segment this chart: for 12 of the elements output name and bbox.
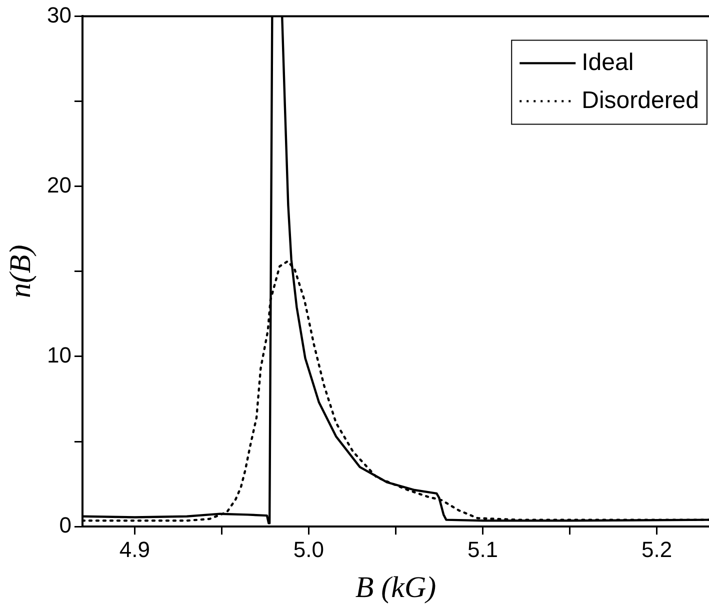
- x-tick-label: 5.1: [467, 536, 498, 562]
- legend-label: Ideal: [582, 48, 634, 76]
- x-tick-label: 5.2: [641, 536, 672, 562]
- x-tick-label: 4.9: [119, 536, 150, 562]
- y-tick-label: 30: [46, 2, 72, 28]
- legend-label: Disordered: [582, 86, 700, 114]
- x-tick-label: 5.0: [293, 536, 324, 562]
- x-axis-title: B (kG): [355, 570, 436, 604]
- y-tick-label: 10: [46, 342, 72, 368]
- y-tick-label: 20: [46, 172, 72, 198]
- y-tick-label: 0: [59, 512, 72, 538]
- y-axis-title: n(B): [4, 244, 37, 298]
